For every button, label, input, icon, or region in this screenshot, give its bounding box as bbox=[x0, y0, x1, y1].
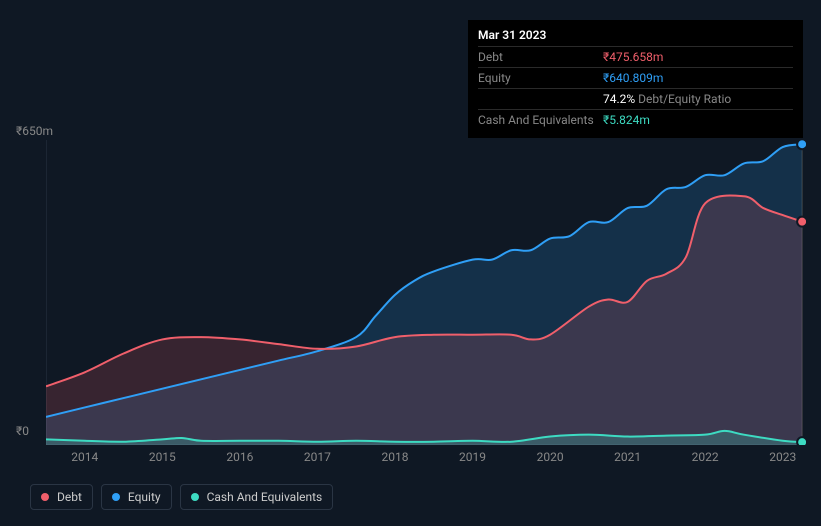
legend-item[interactable]: Cash And Equivalents bbox=[180, 484, 334, 510]
tooltip-row-sublabel: Debt/Equity Ratio bbox=[635, 92, 731, 106]
x-axis-label: 2019 bbox=[459, 450, 486, 464]
line-area-chart[interactable] bbox=[46, 140, 806, 445]
x-axis-label: 2021 bbox=[614, 450, 641, 464]
x-axis-label: 2017 bbox=[304, 450, 331, 464]
tooltip-row-value: ₹475.658m bbox=[603, 50, 663, 64]
series-endpoint bbox=[797, 217, 806, 227]
x-axis-label: 2014 bbox=[71, 450, 98, 464]
tooltip-row-value: 74.2% Debt/Equity Ratio bbox=[603, 92, 731, 106]
tooltip-row: Cash And Equivalents₹5.824m bbox=[478, 109, 793, 130]
tooltip-row-value: ₹5.824m bbox=[603, 113, 650, 127]
x-axis-label: 2018 bbox=[381, 450, 408, 464]
chart-tooltip: Mar 31 2023 Debt₹475.658mEquity₹640.809m… bbox=[468, 20, 803, 138]
series-endpoint bbox=[797, 140, 806, 149]
legend-dot-icon bbox=[41, 493, 49, 501]
legend: Debt Equity Cash And Equivalents bbox=[30, 484, 333, 510]
series-endpoint bbox=[797, 437, 806, 445]
tooltip-row-label: Cash And Equivalents bbox=[478, 113, 603, 127]
legend-label: Debt bbox=[57, 490, 82, 504]
tooltip-row-label: Equity bbox=[478, 71, 603, 85]
y-axis-label: ₹650m bbox=[16, 124, 53, 138]
tooltip-row-value: ₹640.809m bbox=[603, 71, 663, 85]
legend-label: Cash And Equivalents bbox=[207, 490, 323, 504]
x-axis-label: 2015 bbox=[149, 450, 176, 464]
chart-area: ₹650m ₹0 2014 2015 2016 2017 2018 2019 2020 2021… bbox=[16, 120, 805, 510]
legend-dot-icon bbox=[191, 493, 199, 501]
y-axis-label: ₹0 bbox=[16, 424, 29, 438]
legend-label: Equity bbox=[128, 490, 161, 504]
legend-item[interactable]: Equity bbox=[101, 484, 172, 510]
tooltip-row: Debt₹475.658m bbox=[478, 46, 793, 67]
tooltip-date: Mar 31 2023 bbox=[478, 28, 793, 46]
x-axis-label: 2023 bbox=[769, 450, 796, 464]
x-axis: 2014 2015 2016 2017 2018 2019 2020 2021 2022 2023 bbox=[46, 450, 806, 470]
tooltip-row: 74.2% Debt/Equity Ratio bbox=[478, 88, 793, 109]
x-axis-label: 2022 bbox=[692, 450, 719, 464]
legend-dot-icon bbox=[112, 493, 120, 501]
x-axis-label: 2020 bbox=[537, 450, 564, 464]
tooltip-row-label bbox=[478, 92, 603, 106]
x-axis-label: 2016 bbox=[226, 450, 253, 464]
tooltip-row: Equity₹640.809m bbox=[478, 67, 793, 88]
legend-item[interactable]: Debt bbox=[30, 484, 93, 510]
tooltip-row-label: Debt bbox=[478, 50, 603, 64]
